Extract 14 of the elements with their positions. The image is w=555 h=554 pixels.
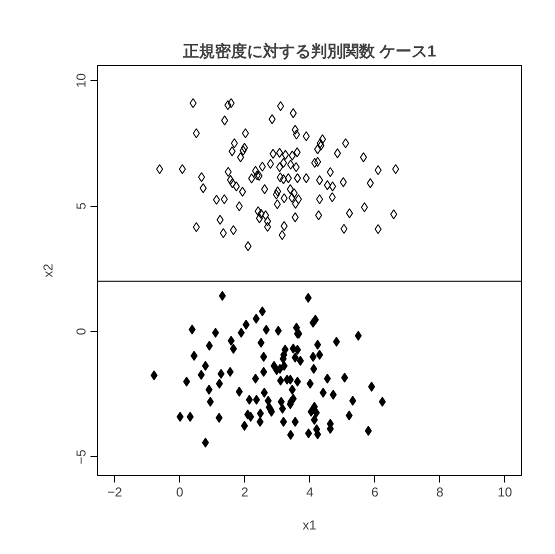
x-tick-label: 6: [371, 484, 378, 500]
y-tick-label: −5: [74, 450, 88, 464]
y-tick-label: 10: [74, 73, 88, 88]
y-tick-label: 5: [74, 202, 88, 210]
x-tick-label: 4: [306, 484, 314, 500]
y-axis-title: x2: [40, 264, 56, 278]
x-tick-label: −2: [107, 484, 122, 500]
x-tick-label: 8: [436, 484, 444, 500]
x-tick-label: 10: [498, 484, 512, 500]
x-axis-title: x1: [302, 518, 316, 532]
x-tick-label: 0: [176, 484, 184, 500]
x-tick-label: 2: [241, 484, 248, 500]
chart-title: 正規密度に対する判別関数 ケース1: [182, 42, 436, 60]
y-tick-label: 0: [74, 328, 88, 336]
